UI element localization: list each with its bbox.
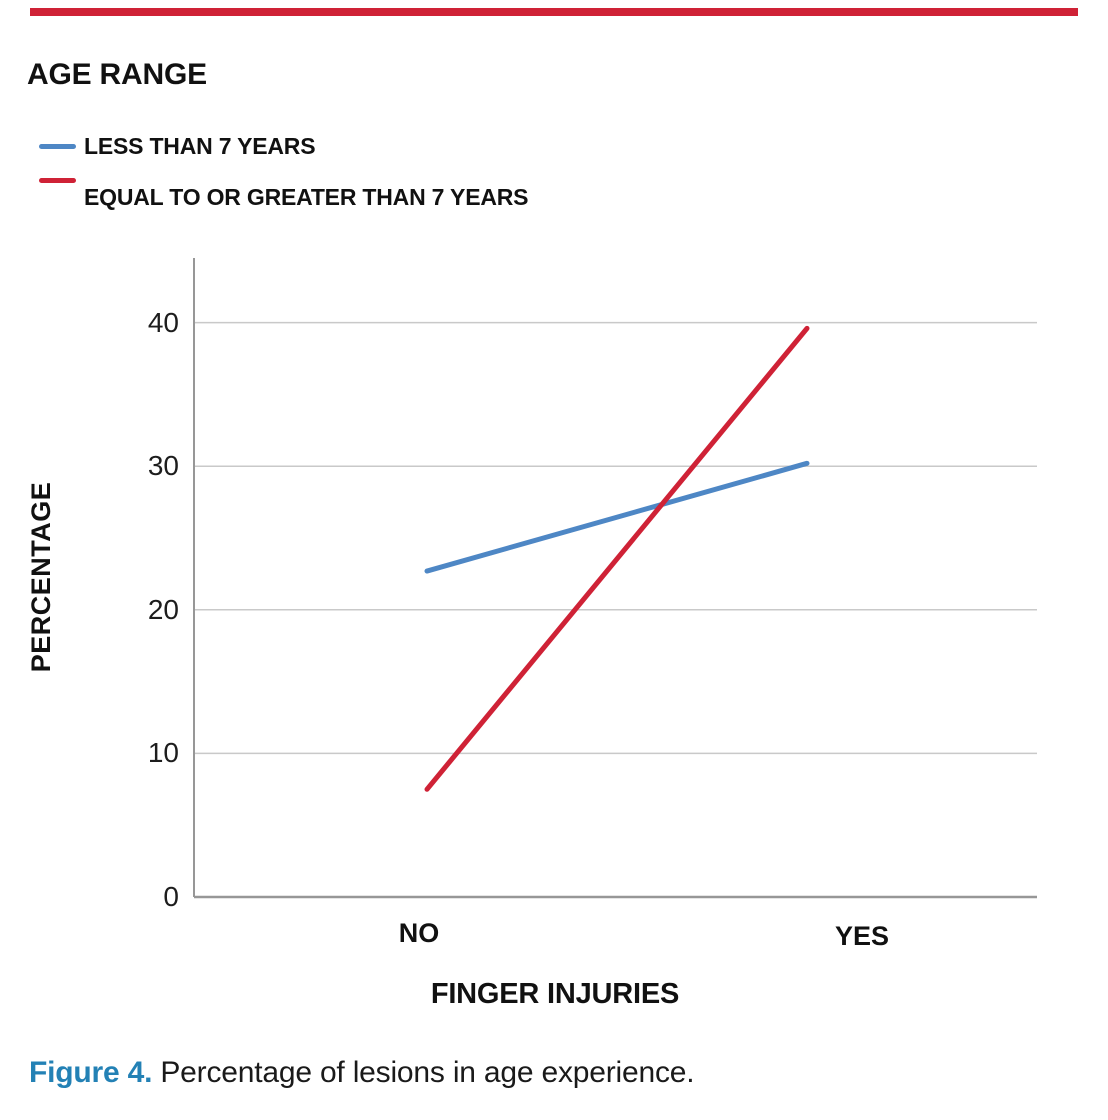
legend-swatch-7-or-more <box>39 178 76 183</box>
top-red-rule <box>30 8 1078 16</box>
y-axis-title: PERCENTAGE <box>26 481 56 673</box>
figure-caption-text: Percentage of lesions in age experience. <box>152 1056 695 1089</box>
figure-caption: Figure 4. Percentage of lesions in age e… <box>29 1056 695 1090</box>
x-tick-label-yes: YES <box>834 921 890 951</box>
x-axis-title: FINGER INJURIES <box>430 978 680 1010</box>
legend-label-7-or-more: EQUAL TO OR GREATER THAN 7 YEARS <box>84 184 529 210</box>
y-tick-label: 20 <box>147 593 179 625</box>
y-tick-label: 30 <box>147 450 179 482</box>
legend-label-less-than-7: LESS THAN 7 YEARS <box>84 133 316 159</box>
x-tick-label-no: NO <box>398 918 440 948</box>
y-tick-label: 0 <box>163 881 179 912</box>
legend-swatch-less-than-7 <box>39 144 76 149</box>
y-tick-label: 10 <box>147 737 179 769</box>
legend-title: AGE RANGE <box>27 58 207 91</box>
figure-caption-number: Figure 4. <box>29 1056 153 1089</box>
y-tick-label: 40 <box>147 306 179 338</box>
